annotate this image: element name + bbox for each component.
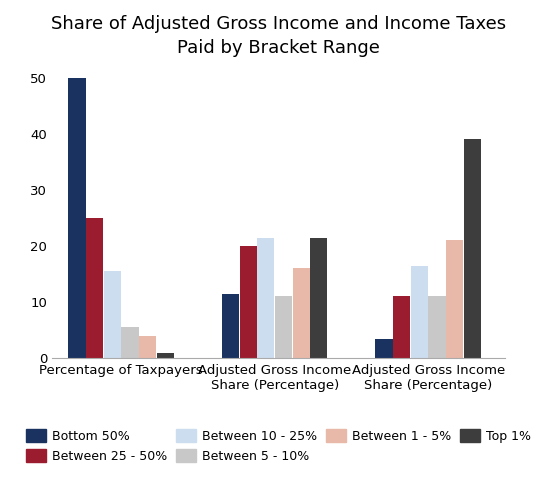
Bar — [139, 336, 156, 358]
Bar — [393, 296, 411, 358]
Bar — [257, 238, 275, 358]
Bar — [310, 238, 328, 358]
Bar — [464, 139, 481, 358]
Legend: Bottom 50%, Between 25 - 50%, Between 10 - 25%, Between 5 - 10%, Between 1 - 5%,: Bottom 50%, Between 25 - 50%, Between 10… — [26, 429, 531, 463]
Bar — [104, 271, 121, 358]
Bar — [222, 294, 239, 358]
Bar — [411, 265, 428, 358]
Bar — [446, 241, 463, 358]
Bar — [428, 296, 446, 358]
Bar — [275, 296, 292, 358]
Bar — [292, 268, 310, 358]
Bar — [375, 339, 393, 358]
Title: Share of Adjusted Gross Income and Income Taxes
Paid by Bracket Range: Share of Adjusted Gross Income and Incom… — [51, 15, 506, 57]
Bar — [157, 353, 174, 358]
Bar — [240, 246, 257, 358]
Bar — [121, 327, 139, 358]
Bar — [86, 218, 103, 358]
Bar — [69, 78, 86, 358]
